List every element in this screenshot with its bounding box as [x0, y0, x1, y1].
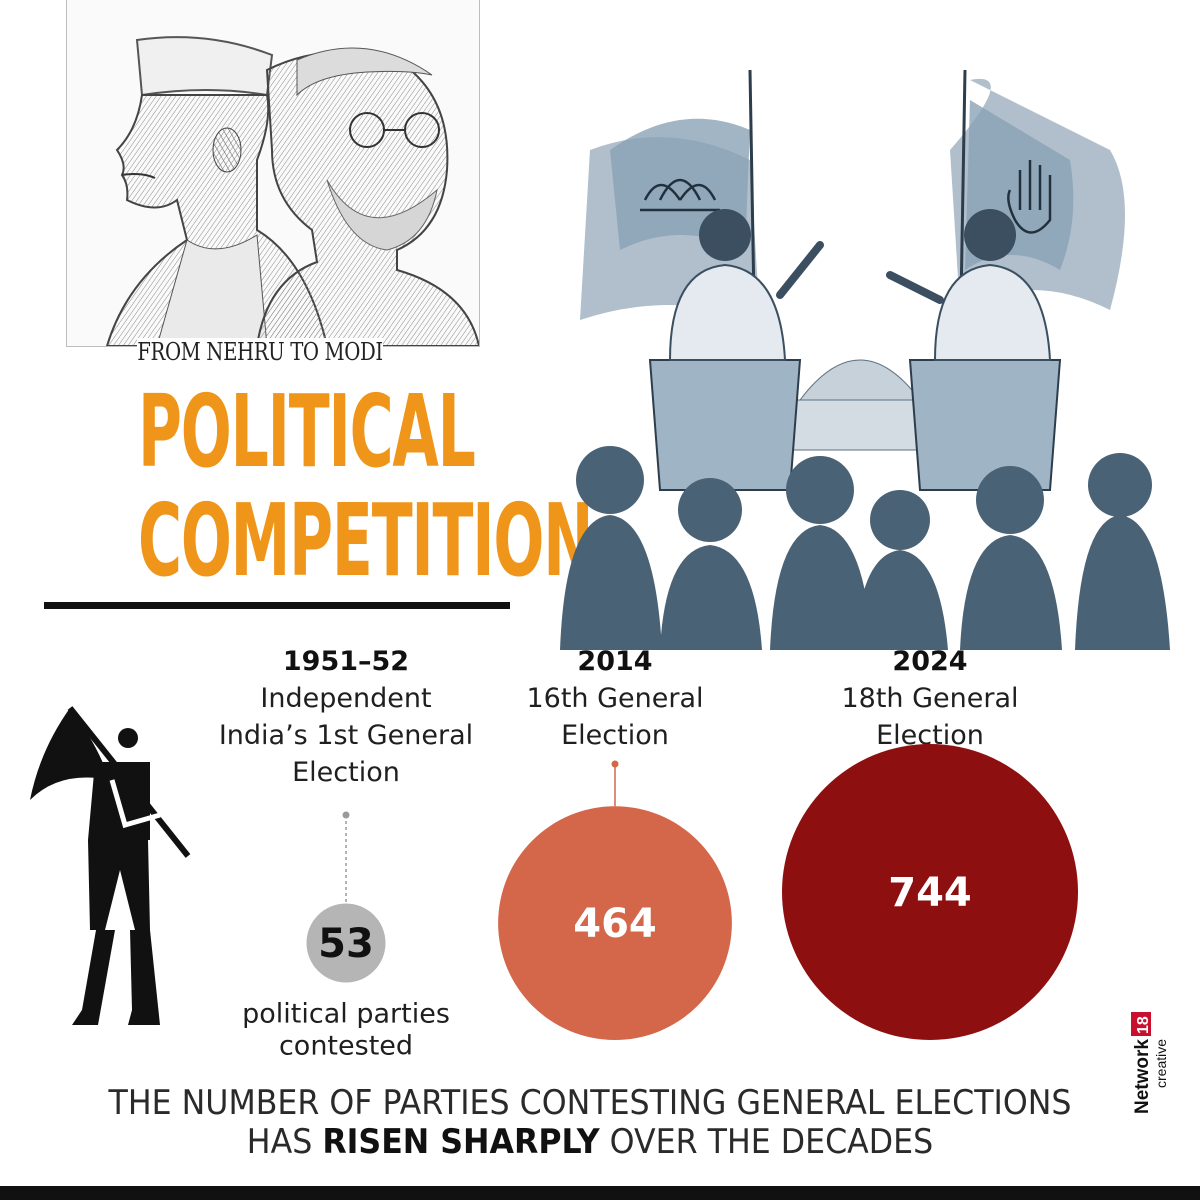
- congress-hand-icon: [1007, 160, 1052, 234]
- column-label: Independent: [260, 683, 431, 714]
- title-underline: [44, 602, 510, 609]
- network18-logo: Network 18 creative: [1131, 1012, 1169, 1114]
- brand-tagline: creative: [1153, 1039, 1169, 1088]
- bubble-value: 744: [888, 870, 972, 916]
- column-label: 16th General: [526, 683, 703, 714]
- bubble-value: 464: [573, 901, 657, 947]
- brand-badge: 18: [1135, 1016, 1152, 1034]
- caption-suffix: OVER THE DECADES: [599, 1122, 934, 1162]
- bubble-note: political parties: [242, 999, 450, 1030]
- column-label: 18th General: [841, 683, 1018, 714]
- bubble: [306, 903, 386, 983]
- brand-name: Network: [1132, 1039, 1153, 1114]
- caption-prefix: HAS: [246, 1122, 323, 1162]
- bubble-note: contested: [279, 1031, 413, 1062]
- bjp-lotus-icon: [640, 178, 720, 212]
- flag-bearer-icon: [30, 706, 191, 1025]
- bubble: [782, 744, 1078, 1040]
- column-label: Election: [292, 757, 400, 788]
- connector-dot: [342, 811, 350, 819]
- caption-highlight: RISEN SHARPLY: [322, 1122, 600, 1162]
- title-line-1: POLITICAL: [138, 373, 476, 490]
- bubble: [498, 806, 732, 1040]
- column-year: 2014: [577, 646, 652, 677]
- column-label: India’s 1st General: [219, 720, 473, 751]
- column-year: 1951–52: [283, 646, 409, 677]
- bubble-chart: 1951–52 Independent India’s 1st General Ele…: [30, 646, 1078, 1062]
- caption-line-1: THE NUMBER OF PARTIES CONTESTING GENERAL…: [108, 1083, 1072, 1123]
- bottom-bar: [0, 1186, 1200, 1200]
- column-label: Election: [561, 720, 669, 751]
- column-year: 2024: [892, 646, 967, 677]
- connector-dot: [611, 760, 619, 768]
- bubble-value: 53: [318, 921, 374, 967]
- subtitle: FROM NEHRU TO MODI: [137, 338, 383, 366]
- caption-line-2: HAS RISEN SHARPLY OVER THE DECADES: [97, 1122, 1083, 1162]
- title-line-2: COMPETITION: [138, 482, 593, 599]
- nehru-modi-sketch-icon: [66, 0, 480, 347]
- debate-illustration-icon: [550, 60, 1190, 650]
